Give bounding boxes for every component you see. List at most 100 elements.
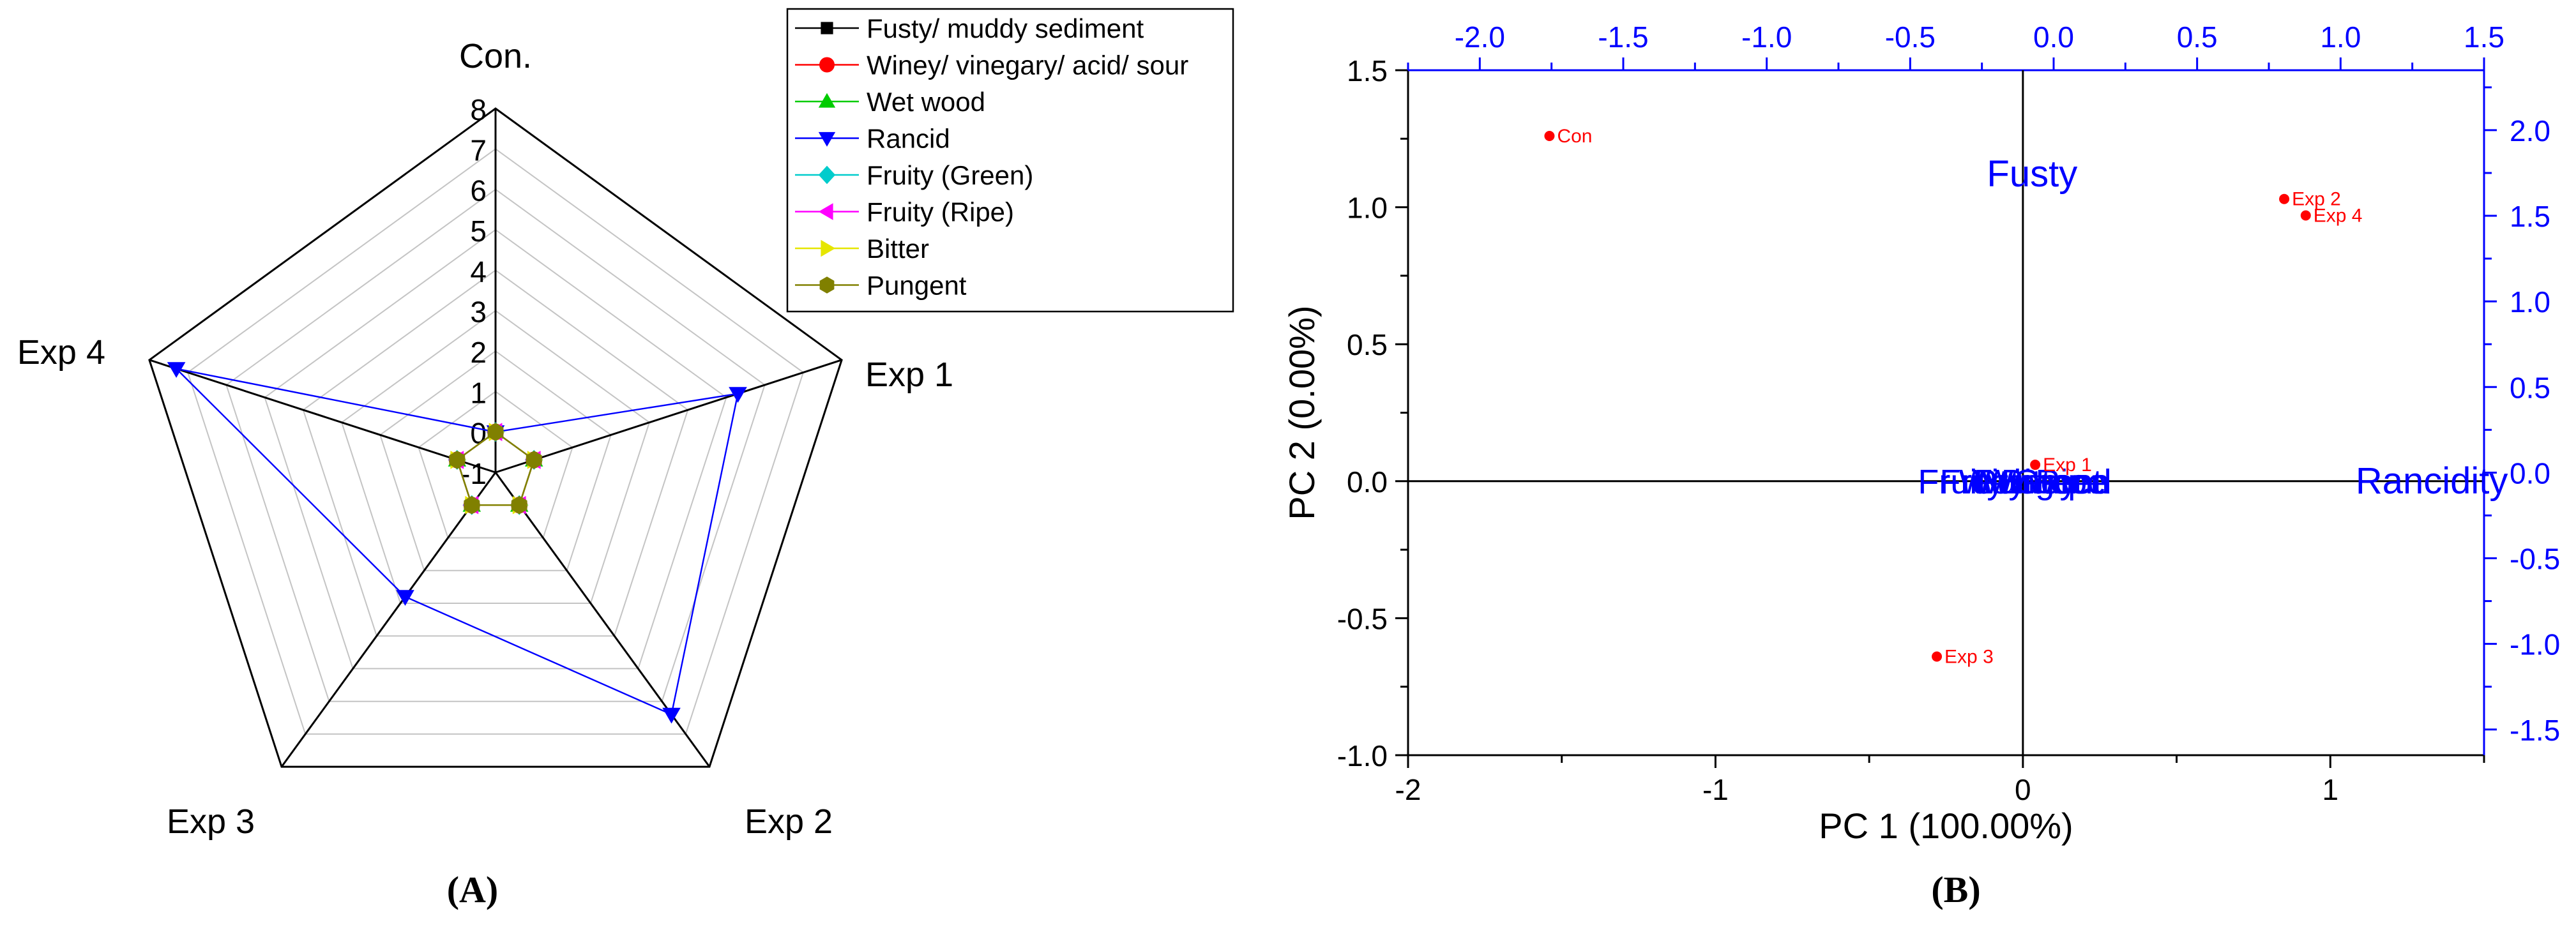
- pca-x-tick-label: -1: [1702, 773, 1729, 806]
- pca-loading-label: Pungent: [1974, 463, 2102, 501]
- pca-top-tick-label: 1.0: [2320, 20, 2361, 54]
- radar-data-point: [396, 590, 414, 606]
- radar-tick-label: 6: [470, 174, 487, 207]
- pca-loading-label: Winey: [1981, 463, 2077, 501]
- radar-tick-label: 1: [470, 376, 487, 409]
- pca-score-label: Exp 4: [2314, 205, 2363, 226]
- radar-tick-label: 5: [470, 214, 487, 248]
- radar-data-point: [449, 451, 466, 469]
- legend-swatch-marker: [818, 203, 833, 220]
- pca-right-tick-label: 1.5: [2510, 200, 2550, 233]
- pca-right-tick-label: -1.0: [2510, 628, 2560, 661]
- radar-axis-label: Exp 1: [865, 356, 953, 394]
- radar-tick-label: 3: [470, 296, 487, 329]
- pca-top-tick-label: -2.0: [1455, 20, 1505, 54]
- legend-swatch-marker: [819, 57, 835, 73]
- pca-x-tick-label: 0: [2015, 773, 2031, 806]
- radar-grid-ring: [340, 310, 651, 604]
- pca-top-tick-label: 0.5: [2177, 20, 2218, 54]
- radar-axis-label: Exp 2: [745, 802, 833, 841]
- radar-data-point: [511, 495, 527, 515]
- pca-score-label: Exp 3: [1944, 646, 1994, 667]
- pca-top-tick-label: 0.0: [2033, 20, 2074, 54]
- radar-axis-label: Exp 4: [17, 333, 105, 372]
- radar-spoke: [149, 359, 496, 474]
- radar-spoke: [495, 359, 842, 474]
- pca-loading-label: Fruity Green: [1918, 463, 2109, 501]
- radar-data-point: [526, 451, 542, 469]
- pca-score-point: [2279, 193, 2290, 204]
- pca-top-tick-label: -1.0: [1741, 20, 1792, 54]
- radar-data-point: [167, 362, 186, 378]
- radar-series: [449, 423, 542, 515]
- pca-y-tick-label: 1.0: [1347, 192, 1388, 225]
- pca-top-tick-label: 1.5: [2464, 20, 2504, 54]
- pca-right-tick-label: -0.5: [2510, 543, 2560, 576]
- pca-top-tick-label: -0.5: [1885, 20, 1936, 54]
- radar-series-line: [174, 367, 739, 716]
- legend-entry-label: Fruity (Ripe): [867, 197, 1014, 227]
- pca-y-tick-label: -0.5: [1337, 602, 1388, 635]
- legend-entry-label: Wet wood: [867, 87, 985, 117]
- legend-entry-label: Bitter: [867, 234, 929, 264]
- legend-entry-label: Fusty/ muddy sediment: [867, 13, 1144, 43]
- pca-loading-label: Bitter: [2001, 463, 2082, 501]
- legend-entry-label: Pungent: [867, 271, 967, 301]
- pca-score-point: [1932, 651, 1943, 662]
- legend-entry-label: Fruity (Green): [867, 160, 1033, 190]
- pca-loading-label: Fruity Ripe: [1939, 463, 2106, 501]
- pca-score-label: Exp 2: [2292, 189, 2341, 210]
- radar-axis-label: Exp 3: [167, 802, 255, 841]
- legend-entry-label: Rancid: [867, 124, 950, 154]
- radar-axis-label: Con.: [459, 37, 532, 75]
- radar-series: [167, 362, 747, 724]
- pca-score-label: Con: [1557, 126, 1592, 147]
- pca-loading-label: Rancidity: [2356, 460, 2508, 502]
- pca-y-tick-label: 0.5: [1347, 328, 1388, 361]
- radar-tick-label: 7: [470, 133, 487, 167]
- legend-frame: [786, 8, 1234, 313]
- radar-data-point: [729, 387, 747, 403]
- radar-legend: Fusty/ muddy sediment Winey/ vinegary/ ac…: [786, 8, 1234, 313]
- radar-data-point: [464, 495, 480, 515]
- radar-data-point: [662, 707, 681, 724]
- radar-data-point: [487, 423, 504, 441]
- pca-y-tick-label: 1.5: [1347, 54, 1388, 87]
- pca-right-tick-label: 0.0: [2510, 456, 2550, 490]
- pca-score-point: [1544, 131, 1555, 142]
- radar-grid-ring: [379, 350, 612, 571]
- legend-swatch-marker: [819, 276, 835, 294]
- pca-right-tick-label: 1.0: [2510, 285, 2550, 319]
- pca-y-axis-title: PC 2 (0.00%): [1282, 305, 1322, 520]
- pca-y-tick-label: 0.0: [1347, 465, 1388, 499]
- pca-right-tick-label: 2.0: [2510, 114, 2550, 147]
- pca-score-point: [2030, 460, 2041, 470]
- radar-tick-label: 4: [470, 255, 487, 288]
- panel-label-a: (A): [447, 869, 499, 910]
- legend-swatch-marker: [821, 239, 836, 257]
- radar-outer-boundary: [148, 107, 843, 768]
- legend-swatch-marker: [818, 93, 836, 108]
- pca-top-tick-label: -1.5: [1598, 20, 1648, 54]
- pca-loading-label: Fusty: [1987, 153, 2077, 195]
- legend-swatch-marker: [818, 165, 836, 184]
- radar-grid-ring: [225, 188, 766, 702]
- radar-spoke: [280, 472, 497, 768]
- pca-right-tick-label: 0.5: [2510, 371, 2550, 404]
- pca-right-tick-label: -1.5: [2510, 714, 2560, 747]
- pca-x-tick-label: -2: [1395, 773, 1421, 806]
- legend-entry-label: Winey/ vinegary/ acid/ sour: [867, 50, 1188, 80]
- pca-biplot: -2 -1 0 1 -1.0 -0.5 0.0 0.5 1.0 1.5 -2.0 -1.5 -1.0 -0…: [1282, 20, 2560, 846]
- radar-tick-label: 2: [470, 336, 487, 369]
- pca-x-axis-title: PC 1 (100.00%): [1819, 806, 2073, 846]
- radar-grid-ring: [418, 391, 573, 539]
- panel-label-b: (B): [1931, 869, 1980, 910]
- pca-score-point: [2300, 210, 2311, 221]
- pca-x-tick-label: 1: [2322, 773, 2338, 806]
- radar-grid-ring: [264, 229, 727, 670]
- legend-swatch-marker: [821, 22, 833, 34]
- pca-y-tick-label: -1.0: [1337, 739, 1388, 772]
- radar-grid-ring: [186, 148, 805, 735]
